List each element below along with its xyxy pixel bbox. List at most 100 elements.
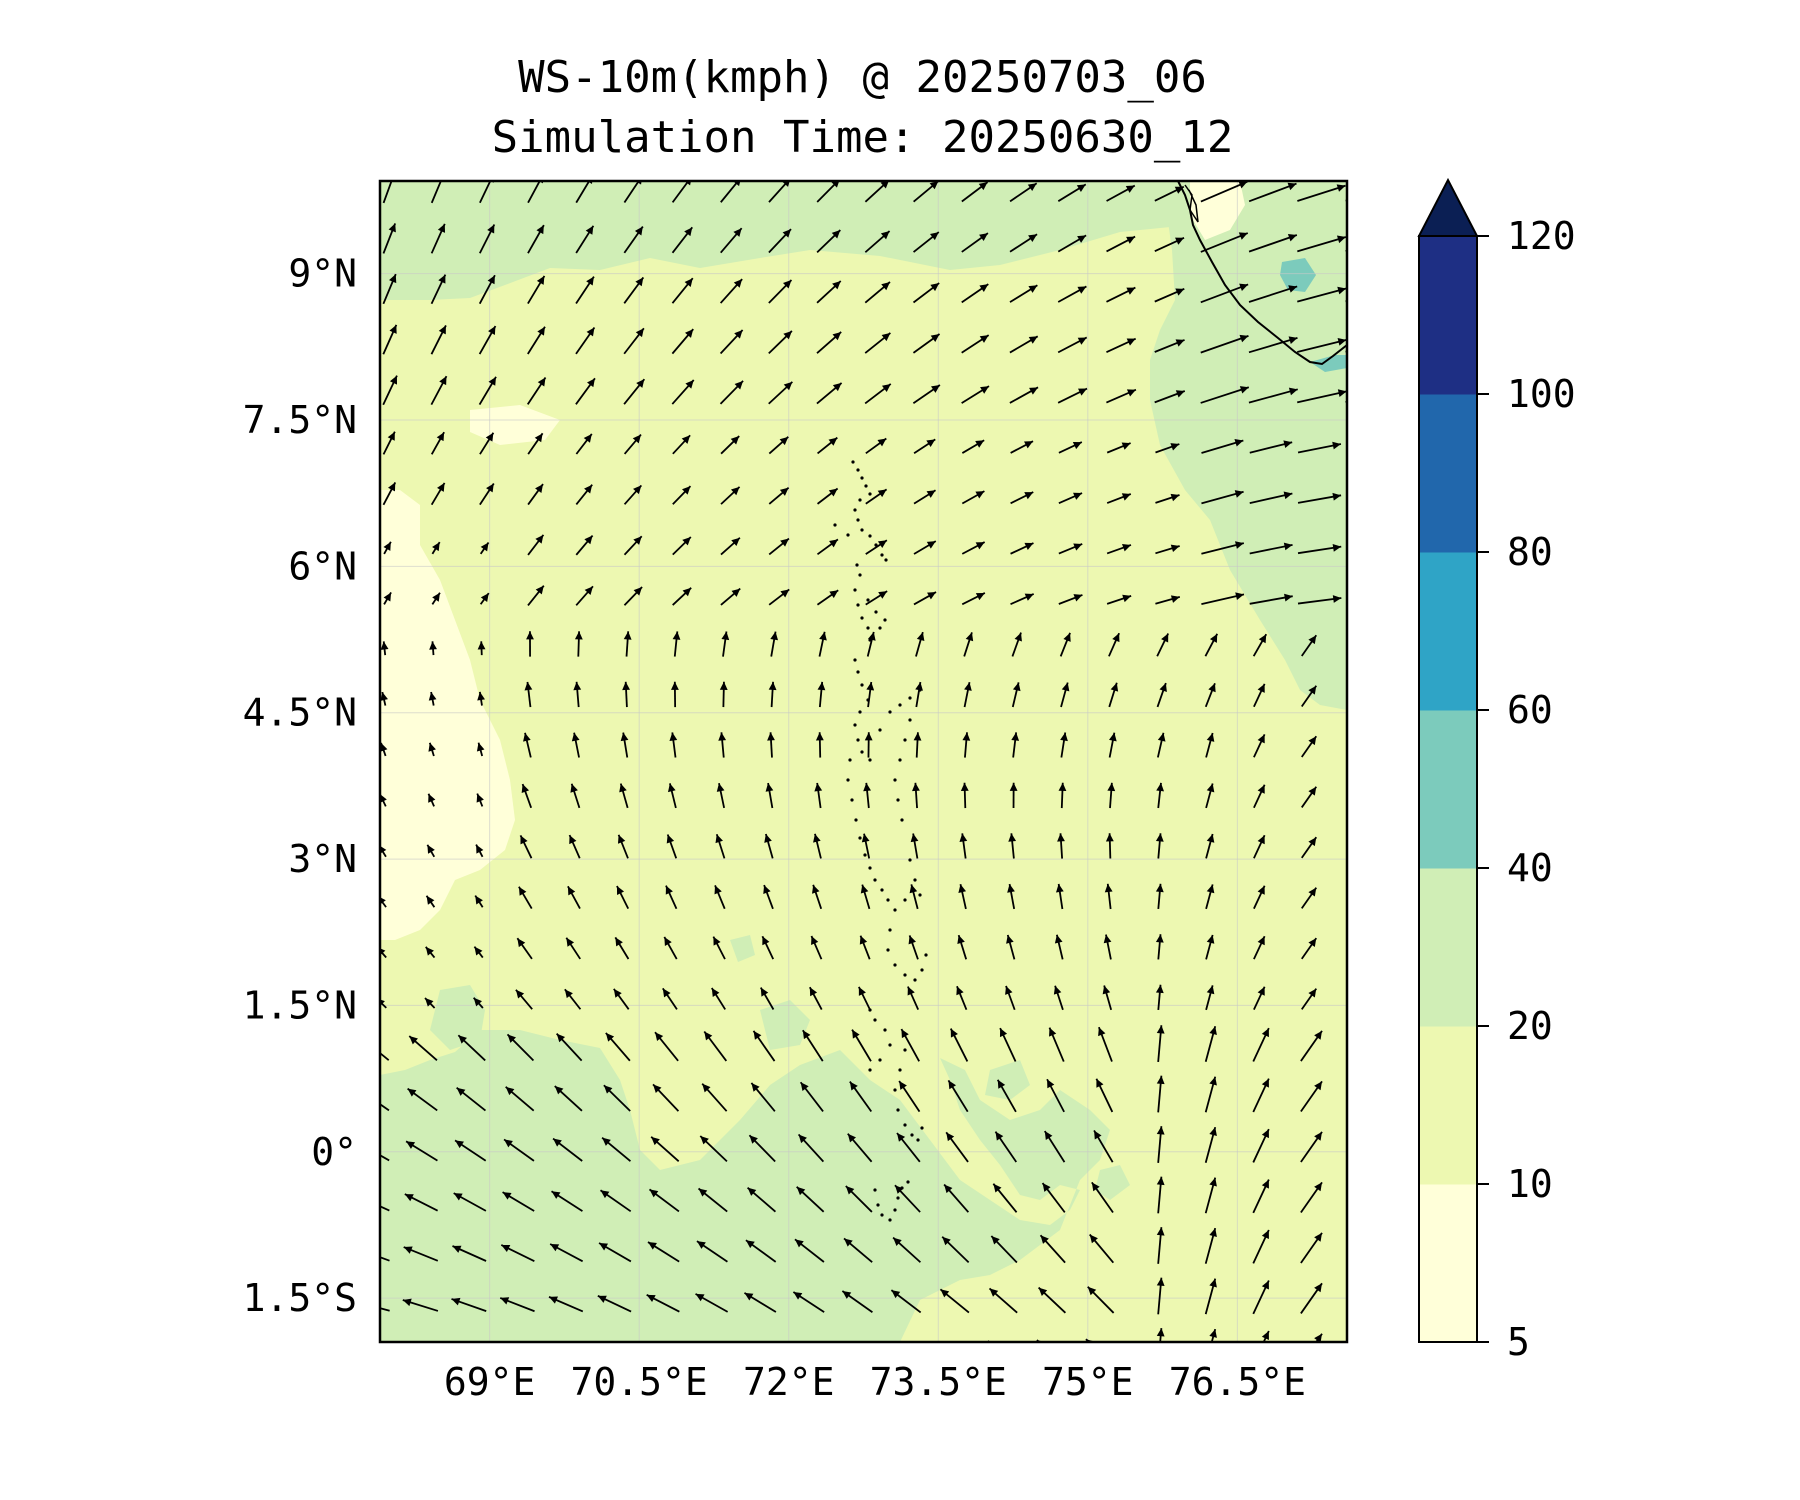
island-dot [878,728,882,732]
field-40-60-east-patch [1280,258,1316,292]
wind-arrow [802,1029,824,1062]
island-dot [856,468,860,472]
wind-arrow [1200,386,1250,404]
wind-arrow [865,590,888,606]
wind-arrow [768,436,789,455]
wind-arrow [1089,1233,1115,1264]
wind-arrow [1108,632,1120,657]
wind-arrow [913,438,936,454]
wind-arrow [623,327,645,355]
wind-arrow [1108,732,1117,758]
wind-arrow [861,833,871,859]
wind-arrow [796,1186,825,1213]
wind-arrow [1156,732,1166,758]
island-dot [846,533,850,537]
wind-arrow [695,1293,729,1313]
wind-arrow [912,782,920,809]
wind-arrow [1106,543,1132,555]
wind-arrow [1253,683,1266,708]
wind-arrow [662,987,678,1010]
wind-arrow [1349,1337,1375,1363]
colorbar-tick-label: 100 [1507,372,1576,416]
wind-arrow [1253,834,1266,859]
wind-arrow [1204,633,1219,657]
wind-arrow [671,277,694,304]
wind-arrow [1154,390,1186,404]
island-dot [863,853,867,857]
wind-arrow [961,490,985,505]
wind-arrow [1155,595,1181,605]
wind-arrow [567,885,581,910]
island-dot [903,1048,907,1052]
island-dot [833,523,837,527]
wind-arrow [898,1080,921,1113]
india-coastline [1177,181,1347,366]
island-dot [858,710,862,714]
wind-arrow [671,379,695,405]
island-dot [896,1108,900,1112]
island-dot [868,1068,872,1072]
wind-arrow [1346,501,1347,504]
colorbar-tick-label: 20 [1507,1004,1553,1048]
wind-arrow [1037,1286,1067,1314]
colorbar-segment [1419,710,1477,869]
island-dot [924,953,928,957]
wind-arrow [1201,490,1244,505]
colorbar-tick-label: 60 [1507,688,1553,732]
wind-arrow [623,226,644,254]
wind-arrow [1200,283,1249,304]
wind-arrow [650,1136,680,1162]
lat-tick-label: 0° [311,1130,357,1174]
wind-arrow [671,681,679,708]
wind-arrow [623,378,646,405]
wind-arrow [1297,389,1347,404]
wind-arrow [810,935,823,960]
wind-arrow [672,434,691,455]
wind-arrow [718,732,727,758]
wind-arrow [1091,1181,1114,1214]
wind-arrow [430,325,447,355]
figure-title-line2: Simulation Time: 20250630_12 [491,112,1234,163]
field-20-40-southwest [380,1030,1110,1342]
wind-arrow [623,535,643,556]
wind-arrow [792,1291,825,1313]
wind-arrow [477,691,485,706]
wind-arrow [768,681,777,708]
wind-arrow [1058,441,1083,454]
wind-arrow [1253,986,1266,1011]
wind-arrow [499,1297,535,1313]
wind-arrow [696,1240,728,1263]
wind-arrow [380,1307,390,1312]
island-dot [860,750,864,754]
field-20-40-blob5 [730,935,755,962]
wind-arrow [896,1132,921,1163]
wind-arrow [476,793,484,807]
wind-arrow [959,833,968,859]
wind-arrow [1057,183,1087,202]
wind-arrow [1205,985,1215,1011]
wind-arrow [380,897,387,908]
lon-tick-label: 70.5°E [571,1360,708,1404]
wind-arrow [1346,602,1347,605]
wind-arrow [552,1137,583,1162]
wind-arrow [380,1205,390,1212]
wind-arrow [479,224,496,254]
wind-arrow [1300,1131,1323,1163]
wind-arrow [672,485,692,505]
wind-arrow [765,782,774,809]
wind-arrow [1156,633,1169,657]
wind-arrow [575,484,593,506]
wind-arrow [456,1087,487,1112]
wind-arrow [864,230,891,253]
wind-arrow [1349,1035,1375,1061]
wind-arrow [1057,234,1087,253]
wind-arrow [761,935,775,960]
wind-arrow [1106,337,1137,354]
wind-arrow [1010,440,1034,454]
wind-arrow [1205,884,1215,910]
island-dot [860,476,864,480]
wind-arrow [430,274,447,305]
wind-arrow [720,227,743,254]
wind-arrow [1106,235,1136,253]
wind-arrow [715,833,726,859]
